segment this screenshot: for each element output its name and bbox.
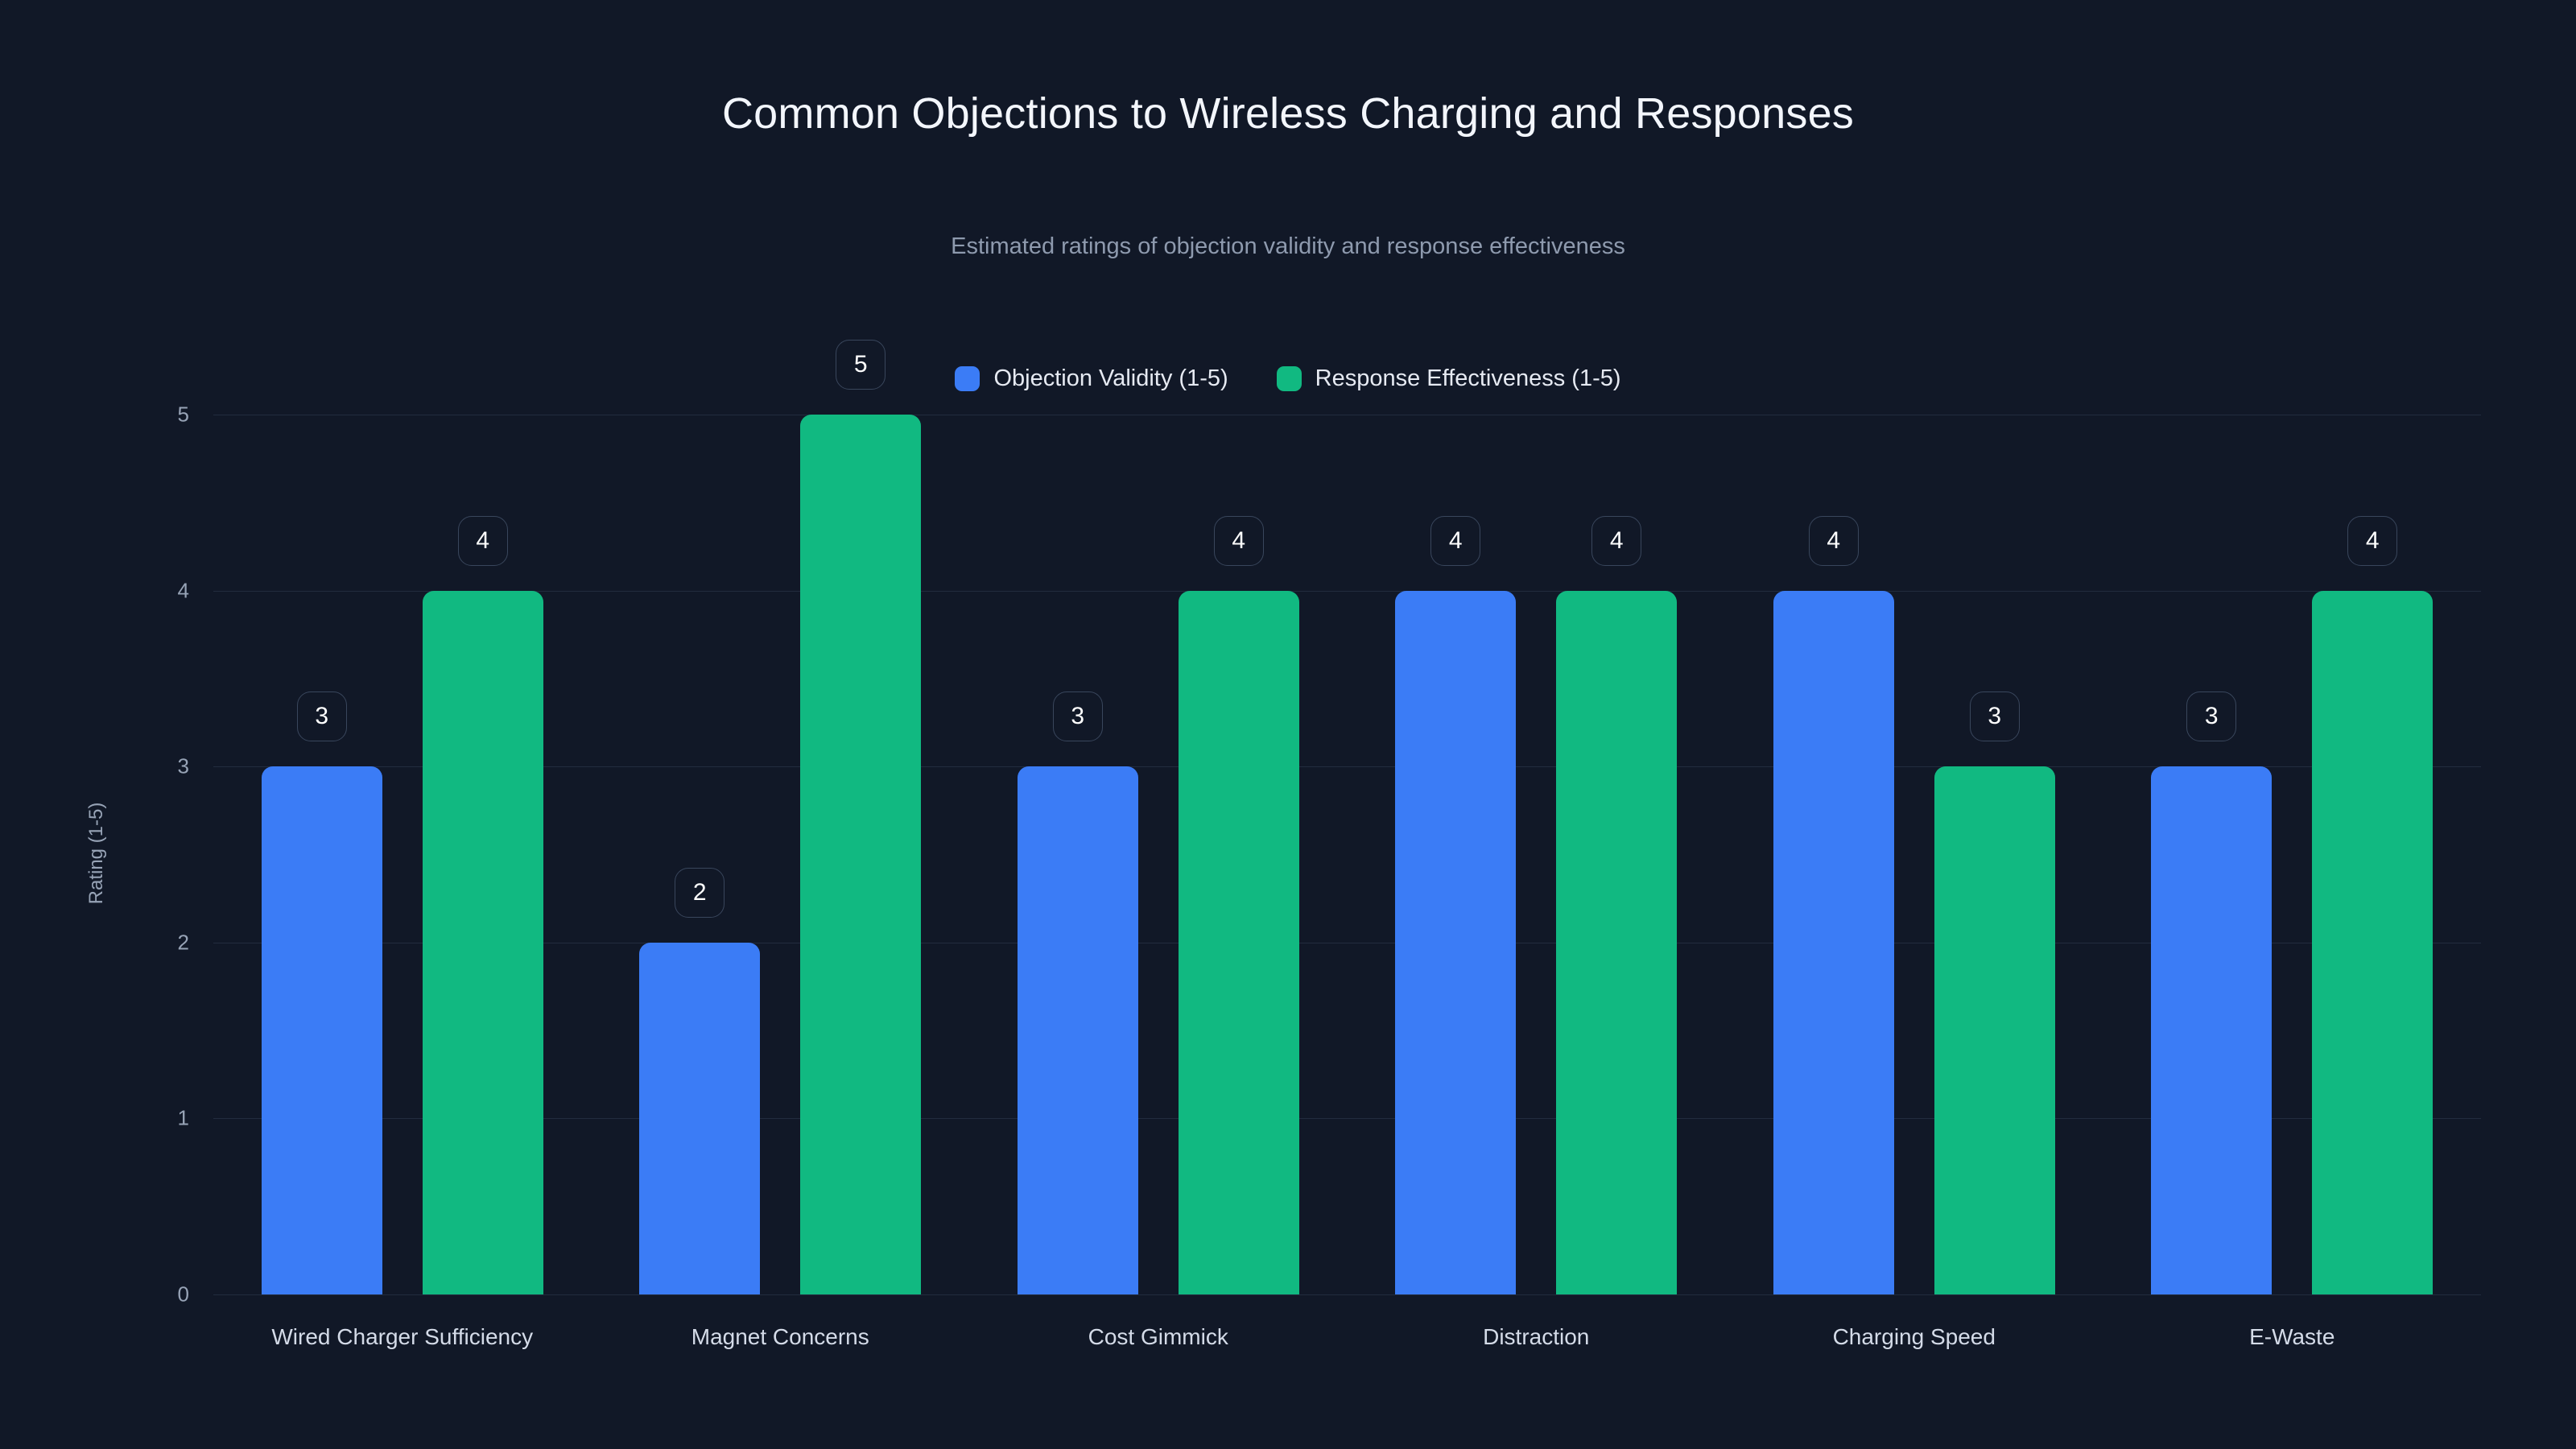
bar[interactable] <box>261 766 382 1294</box>
x-axis-tick-label: Wired Charger Sufficiency <box>271 1324 534 1349</box>
chart-subtitle: Estimated ratings of objection validity … <box>951 233 1625 259</box>
y-axis-title: Rating (1-5) <box>85 802 107 905</box>
bar-value-badge: 4 <box>2347 515 2398 566</box>
bar-value-badge: 4 <box>1591 515 1642 566</box>
x-axis-tick-label: Distraction <box>1483 1324 1590 1349</box>
bar[interactable] <box>1395 590 1517 1294</box>
legend-label: Objection Validity (1-5) <box>993 365 1228 391</box>
color-swatch-icon <box>955 366 980 391</box>
y-axis-tick-label: 5 <box>177 402 189 427</box>
bar-value-badge: 5 <box>836 340 886 390</box>
legend-item-objection-validity[interactable]: Objection Validity (1-5) <box>955 366 1228 391</box>
y-axis-tick-label: 2 <box>177 930 189 955</box>
gridline <box>213 1118 2481 1120</box>
x-axis-tick-label: Magnet Concerns <box>691 1324 869 1349</box>
bar-value-badge: 3 <box>2186 691 2237 742</box>
bar-value-badge: 4 <box>1213 515 1264 566</box>
bar-value-badge: 4 <box>457 515 508 566</box>
bar[interactable] <box>1556 590 1678 1294</box>
bar-value-badge: 4 <box>1430 515 1481 566</box>
gridline <box>213 766 2481 768</box>
bar[interactable] <box>422 590 543 1294</box>
bar[interactable] <box>1934 766 2055 1294</box>
x-axis-tick-label: Charging Speed <box>1832 1324 1996 1349</box>
bar-value-badge: 3 <box>1969 691 2020 742</box>
chart-legend: Objection Validity (1-5) Response Effect… <box>0 366 2576 391</box>
bar[interactable] <box>1773 590 1894 1294</box>
bar-value-badge: 3 <box>1052 691 1103 742</box>
legend-item-response-effectiveness[interactable]: Response Effectiveness (1-5) <box>1276 365 1621 391</box>
x-axis-tick-label: Cost Gimmick <box>1088 1324 1228 1349</box>
bar-value-badge: 2 <box>675 867 725 918</box>
y-axis-tick-label: 4 <box>177 578 189 603</box>
bar-value-badge: 4 <box>1808 515 1859 566</box>
y-axis-tick-label: 3 <box>177 753 189 778</box>
plot-area <box>213 415 2481 1295</box>
legend-label: Response Effectiveness (1-5) <box>1315 365 1621 391</box>
bar[interactable] <box>639 942 761 1294</box>
color-swatch-icon <box>1276 366 1302 391</box>
bar[interactable] <box>2151 766 2273 1294</box>
gridline <box>213 1294 2481 1295</box>
x-axis-tick-label: E-Waste <box>2249 1324 2335 1349</box>
bar[interactable] <box>1178 590 1299 1294</box>
y-axis-tick-label: 0 <box>177 1282 189 1307</box>
bar[interactable] <box>1017 766 1138 1294</box>
bar[interactable] <box>800 415 922 1294</box>
bar-value-badge: 3 <box>296 691 347 742</box>
chart-title: Common Objections to Wireless Charging a… <box>721 89 1855 138</box>
bar[interactable] <box>2312 590 2434 1294</box>
gridline <box>213 590 2481 592</box>
y-axis-tick-label: 1 <box>177 1105 189 1130</box>
